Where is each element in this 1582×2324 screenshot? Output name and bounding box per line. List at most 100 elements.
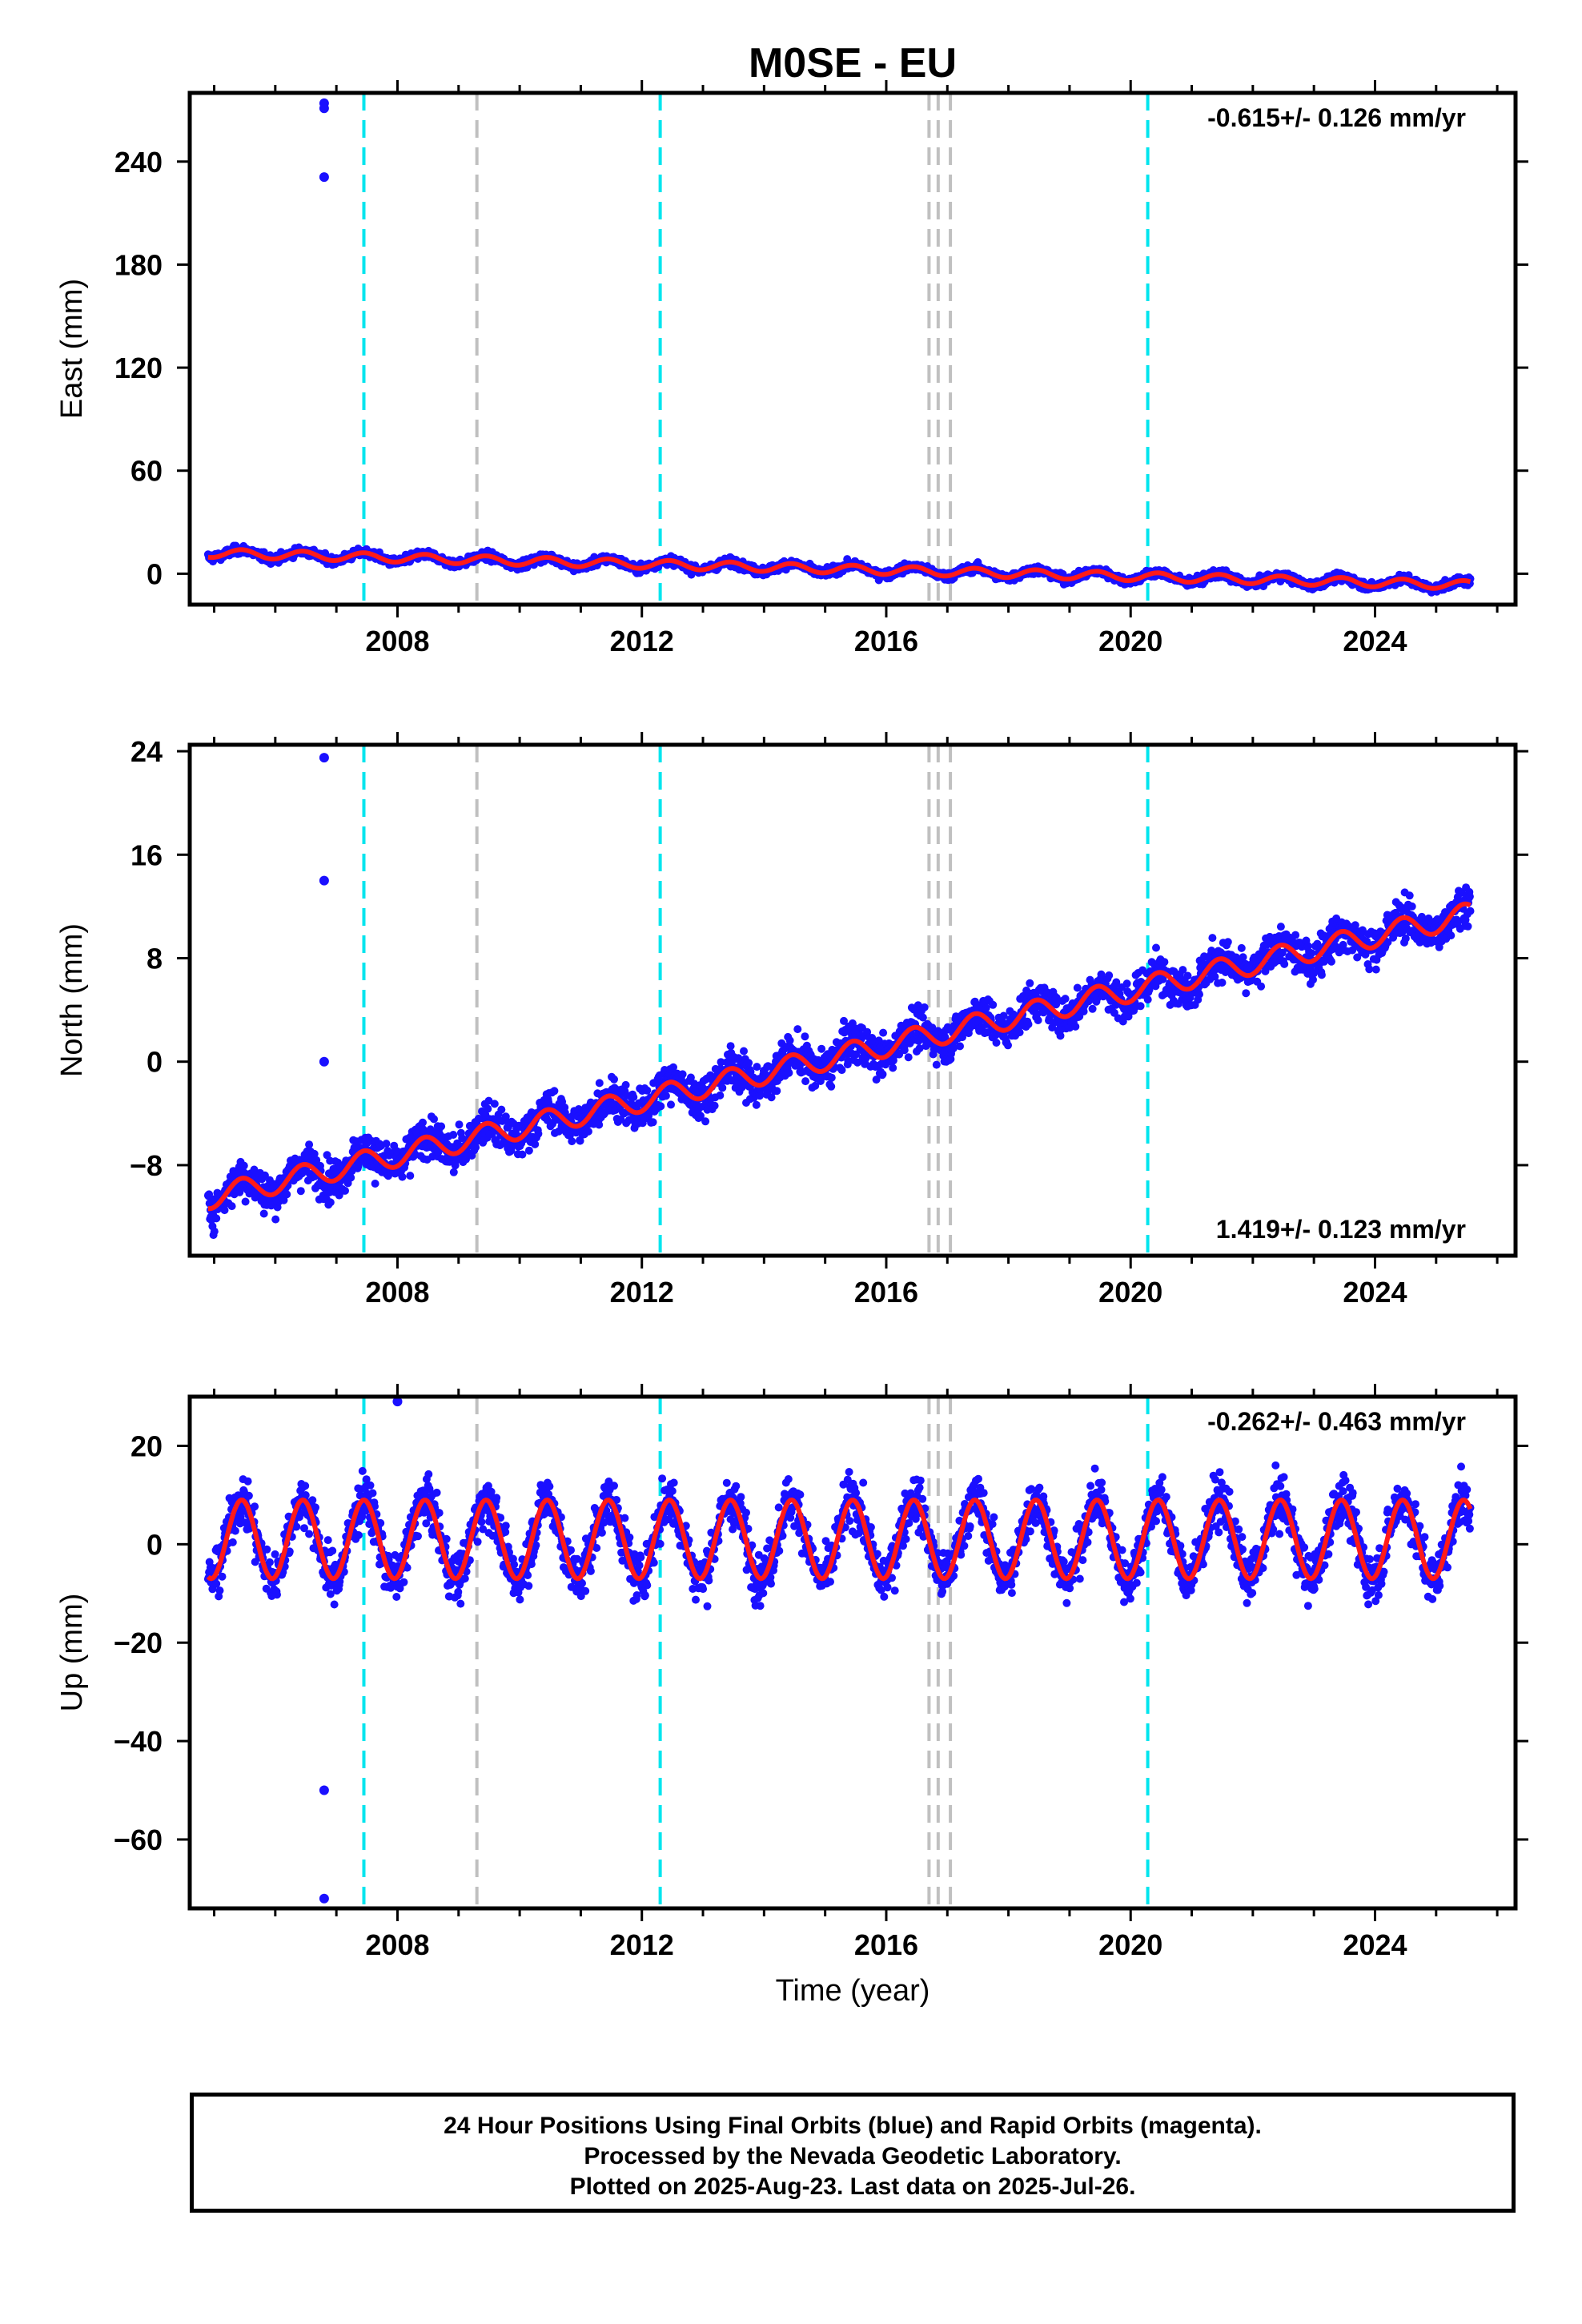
data-point xyxy=(497,1105,506,1114)
data-point xyxy=(773,1087,781,1096)
data-point xyxy=(568,1137,576,1146)
y-tick-label: 180 xyxy=(114,248,163,281)
data-point xyxy=(1112,978,1121,987)
data-point xyxy=(697,1112,705,1120)
data-point xyxy=(1195,990,1203,999)
data-point xyxy=(518,1150,527,1159)
data-point xyxy=(1079,1007,1088,1015)
data-point xyxy=(326,1198,335,1207)
data-point xyxy=(661,1092,670,1100)
data-point xyxy=(678,1070,687,1079)
data-point xyxy=(1026,979,1034,987)
data-point xyxy=(310,1149,319,1158)
data-point xyxy=(1278,948,1287,957)
data-point xyxy=(449,1168,458,1176)
data-point xyxy=(1183,971,1192,980)
data-point xyxy=(669,1063,677,1072)
data-point xyxy=(501,1112,510,1121)
data-point xyxy=(895,1050,904,1059)
y-tick-label: 240 xyxy=(114,146,163,179)
x-tick-label: 2012 xyxy=(610,625,674,657)
data-point xyxy=(305,1140,314,1149)
data-point xyxy=(524,1146,533,1155)
data-point xyxy=(726,1042,735,1051)
east-rate-label: -0.615+/- 0.126 mm/yr xyxy=(1207,103,1466,132)
data-point xyxy=(610,1075,618,1084)
data-point xyxy=(259,1209,268,1218)
data-point xyxy=(701,1117,710,1126)
data-point xyxy=(531,1140,540,1148)
data-point xyxy=(1052,993,1061,1002)
data-point xyxy=(1122,979,1131,988)
data-point xyxy=(595,1120,604,1129)
x-tick-label: 2008 xyxy=(365,625,429,657)
data-point xyxy=(889,1063,897,1072)
east-plot-frame xyxy=(187,90,1518,607)
x-tick-label: 2016 xyxy=(854,625,918,657)
data-point xyxy=(811,1081,820,1090)
data-point xyxy=(1004,1041,1012,1050)
data-point xyxy=(1317,971,1326,979)
data-point xyxy=(756,1092,764,1100)
data-point xyxy=(283,1190,291,1199)
data-point xyxy=(1257,982,1266,991)
data-point xyxy=(1208,934,1217,943)
data-point xyxy=(1239,953,1247,962)
data-point xyxy=(793,1025,802,1034)
data-point xyxy=(1242,989,1251,998)
data-point xyxy=(710,1101,719,1110)
data-point xyxy=(992,1039,1001,1047)
data-point xyxy=(1307,949,1316,958)
data-point xyxy=(239,1161,248,1170)
data-point xyxy=(1105,971,1114,979)
data-point xyxy=(648,1118,657,1127)
data-point xyxy=(958,1033,966,1042)
data-point xyxy=(210,1227,219,1236)
north-break-lines xyxy=(362,745,1150,1256)
data-point xyxy=(752,1100,761,1109)
data-point xyxy=(644,1112,653,1120)
data-point xyxy=(956,1042,964,1051)
data-point xyxy=(1223,938,1232,947)
east-break-lines xyxy=(362,93,1150,605)
data-point xyxy=(437,1122,446,1131)
data-point xyxy=(785,1068,793,1077)
data-point xyxy=(918,1013,927,1022)
data-point xyxy=(1034,1016,1042,1024)
data-point xyxy=(1291,931,1300,939)
data-point xyxy=(667,1100,675,1109)
data-point xyxy=(1152,943,1160,952)
data-point xyxy=(1280,959,1289,968)
data-point xyxy=(576,1136,584,1145)
outlier-point xyxy=(319,103,329,114)
data-point xyxy=(550,1087,559,1096)
data-point xyxy=(1160,958,1169,967)
data-point xyxy=(1097,970,1106,979)
data-point xyxy=(341,1186,349,1195)
data-point xyxy=(817,1044,826,1053)
outlier-point xyxy=(319,172,329,183)
data-point xyxy=(950,1043,958,1052)
x-tick-label: 2020 xyxy=(1098,625,1162,657)
data-point xyxy=(406,1172,415,1180)
data-point xyxy=(686,1073,695,1082)
data-point xyxy=(595,1079,604,1088)
data-point xyxy=(462,1155,470,1164)
data-point xyxy=(398,1172,407,1181)
data-point xyxy=(827,1073,836,1082)
data-point xyxy=(430,1115,438,1124)
data-point xyxy=(1056,1031,1065,1040)
data-point xyxy=(643,1086,652,1095)
data-point xyxy=(785,1036,794,1045)
data-point xyxy=(347,1173,355,1182)
data-point xyxy=(271,1215,280,1224)
data-point xyxy=(718,1084,727,1092)
data-point xyxy=(584,1127,592,1136)
data-point xyxy=(716,1091,725,1100)
data-point xyxy=(801,1077,810,1086)
data-point xyxy=(205,1190,214,1199)
data-point xyxy=(490,1100,499,1108)
data-point xyxy=(915,1044,924,1053)
data-point xyxy=(1303,942,1312,951)
